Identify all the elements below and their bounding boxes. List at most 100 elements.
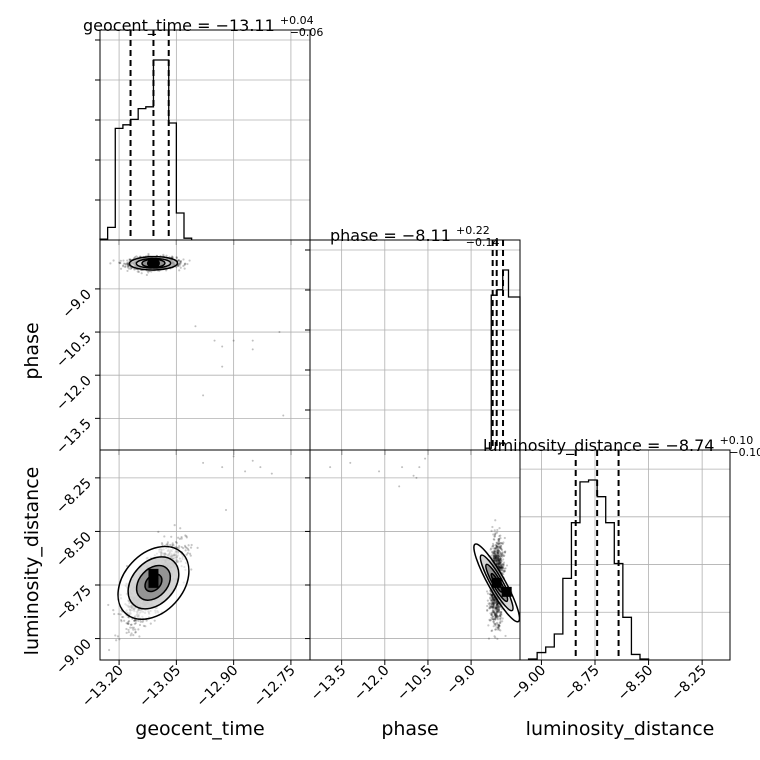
panel-ld-vs-phase-xtick-label-1: −12.0	[351, 663, 393, 705]
scatter-ld-vs-phase-sample-531	[496, 616, 500, 619]
scatter-phase-vs-geocent-outlier-9	[202, 394, 205, 397]
scatter-ld-vs-phase-sample-1209	[499, 566, 502, 569]
scatter-ld-vs-phase-outlier-4	[412, 474, 415, 477]
scatter-ld-vs-phase-sample-1057	[496, 554, 499, 557]
scatter-ld-vs-phase-sample-1365	[494, 554, 497, 557]
scatter-phase-vs-geocent-sample-367	[147, 252, 150, 256]
scatter-ld-vs-geocent-sample-1170	[113, 612, 116, 616]
scatter-ld-vs-phase-sample-981	[498, 624, 501, 628]
scatter-ld-vs-phase-sample-589	[496, 628, 499, 631]
scatter-ld-vs-phase-sample-781	[494, 559, 498, 562]
scatter-ld-vs-phase-sample-355	[493, 552, 496, 555]
scatter-ld-vs-phase-sample-1313	[498, 625, 501, 628]
scatter-ld-vs-phase-sample-906	[496, 548, 499, 551]
scatter-ld-vs-phase-sample-820	[499, 617, 502, 621]
scatter-ld-vs-phase-sample-415	[502, 561, 506, 564]
scatter-ld-vs-phase-sample-212	[490, 614, 493, 617]
scatter-ld-vs-phase-sample-44	[499, 566, 503, 569]
scatter-phase-vs-geocent-sample-1086	[182, 264, 185, 268]
scatter-ld-vs-phase-sample-496	[492, 598, 496, 601]
scatter-ld-vs-phase-sample-581	[497, 565, 501, 569]
scatter-ld-vs-geocent-outlier-4	[259, 466, 262, 469]
scatter-ld-vs-phase-sample-717	[495, 616, 498, 619]
scatter-ld-vs-geocent-sample-236	[108, 648, 111, 652]
scatter-ld-vs-geocent-sample-377	[130, 632, 133, 635]
panel-phase-hist-grid	[341, 240, 472, 450]
scatter-ld-vs-phase-sample-238	[494, 623, 497, 626]
scatter-ld-vs-phase-sample-322	[496, 602, 499, 605]
scatter-phase-vs-geocent-sample-465	[119, 259, 122, 262]
scatter-ld-vs-phase-sample-78	[496, 558, 500, 561]
scatter-ld-vs-phase-sample-460	[499, 534, 502, 537]
scatter-ld-vs-phase-sample-836	[495, 608, 499, 611]
scatter-ld-vs-phase-sample-707	[497, 542, 500, 545]
scatter-ld-vs-phase-sample-390	[497, 551, 500, 554]
scatter-phase-vs-geocent-sample-1349	[178, 262, 181, 265]
scatter-ld-vs-phase-sample-567	[495, 556, 498, 559]
scatter-ld-vs-geocent-sample-816	[125, 622, 128, 625]
scatter-ld-vs-phase-sample-1372	[494, 628, 497, 631]
scatter-ld-vs-phase-sample-249	[497, 542, 500, 545]
scatter-ld-vs-phase-sample-1149	[494, 557, 498, 560]
scatter-ld-vs-geocent-peak-block-1	[148, 568, 159, 579]
scatter-ld-vs-phase-sample-595	[491, 599, 494, 602]
scatter-phase-vs-geocent-outlier-2	[221, 345, 224, 348]
scatter-ld-vs-geocent-sample-554	[127, 631, 130, 634]
scatter-ld-vs-phase-outlier-5	[424, 457, 427, 460]
scatter-ld-vs-phase-sample-234	[492, 605, 495, 608]
scatter-ld-vs-phase-sample-70	[500, 564, 503, 567]
scatter-ld-vs-geocent-sample-1341	[183, 544, 187, 547]
scatter-ld-vs-geocent-sample-1167	[133, 619, 136, 622]
scatter-ld-vs-geocent-sample-614	[173, 523, 176, 527]
scatter-ld-vs-phase-sample-507	[487, 637, 491, 640]
ylabel-phase: phase	[21, 322, 43, 379]
scatter-ld-vs-phase-sample-1218	[491, 607, 494, 610]
panel-ld-vs-geocent-ytick-label-2: −8.50	[53, 529, 95, 571]
scatter-ld-vs-geocent-sample-850	[122, 615, 125, 619]
scatter-phase-vs-geocent-sample-1356	[126, 263, 129, 266]
scatter-ld-vs-phase-sample-257	[495, 545, 498, 548]
scatter-ld-vs-phase-outlier-3	[401, 466, 404, 469]
scatter-ld-vs-phase-sample-884	[495, 602, 498, 605]
scatter-ld-vs-phase-sample-1163	[492, 557, 496, 560]
scatter-ld-vs-phase-sample-28	[494, 601, 497, 605]
scatter-ld-vs-phase-sample-959	[493, 635, 496, 638]
scatter-ld-vs-phase-sample-1038	[497, 545, 500, 548]
scatter-phase-vs-geocent-sample-928	[176, 264, 180, 267]
scatter-ld-vs-phase-sample-1226	[501, 563, 504, 566]
scatter-ld-vs-phase-sample-1337	[492, 617, 495, 621]
scatter-ld-vs-phase-sample-923	[491, 594, 494, 597]
scatter-ld-vs-phase-sample-883	[496, 558, 499, 561]
scatter-ld-vs-phase-sample-825	[494, 552, 497, 555]
scatter-ld-vs-phase-sample-1096	[495, 545, 498, 548]
scatter-phase-vs-geocent-sample-1206	[183, 263, 186, 267]
scatter-ld-vs-phase-sample-1156	[490, 599, 494, 602]
scatter-ld-vs-phase-sample-165	[496, 614, 499, 618]
scatter-ld-vs-phase-outlier-0	[329, 466, 332, 469]
scatter-ld-vs-phase-sample-675	[499, 619, 502, 623]
scatter-ld-vs-phase-sample-434	[496, 562, 500, 565]
scatter-ld-vs-phase-sample-279	[502, 541, 505, 544]
scatter-ld-vs-phase-sample-859	[492, 550, 495, 553]
scatter-ld-vs-phase-sample-746	[495, 612, 498, 615]
scatter-ld-vs-geocent-outlier-7	[244, 470, 247, 473]
scatter-ld-vs-phase-sample-636	[502, 558, 505, 561]
scatter-ld-vs-phase-sample-599	[495, 553, 498, 556]
scatter-ld-vs-phase-sample-1175	[499, 613, 502, 616]
scatter-ld-vs-phase-sample-222	[505, 564, 509, 567]
scatter-ld-vs-phase-sample-1344	[499, 553, 503, 556]
panel-ld-vs-phase-yticks	[305, 477, 310, 640]
scatter-ld-vs-geocent-sample-421	[129, 626, 132, 629]
scatter-ld-vs-phase-sample-646	[492, 553, 495, 556]
scatter-ld-vs-phase-sample-577	[495, 607, 498, 610]
scatter-ld-vs-phase-sample-286	[495, 541, 498, 544]
scatter-ld-vs-phase-sample-182	[497, 608, 501, 611]
scatter-ld-vs-phase-sample-1086	[496, 609, 499, 612]
scatter-ld-vs-phase-sample-83	[496, 603, 499, 607]
scatter-ld-vs-phase-sample-449	[496, 557, 499, 560]
scatter-ld-vs-phase-sample-84	[494, 532, 497, 536]
scatter-ld-vs-phase-sample-787	[490, 594, 494, 597]
scatter-ld-vs-geocent-sample-550	[169, 543, 172, 547]
scatter-ld-vs-phase-sample-112	[496, 559, 499, 562]
scatter-ld-vs-phase-sample-1173	[497, 605, 500, 608]
